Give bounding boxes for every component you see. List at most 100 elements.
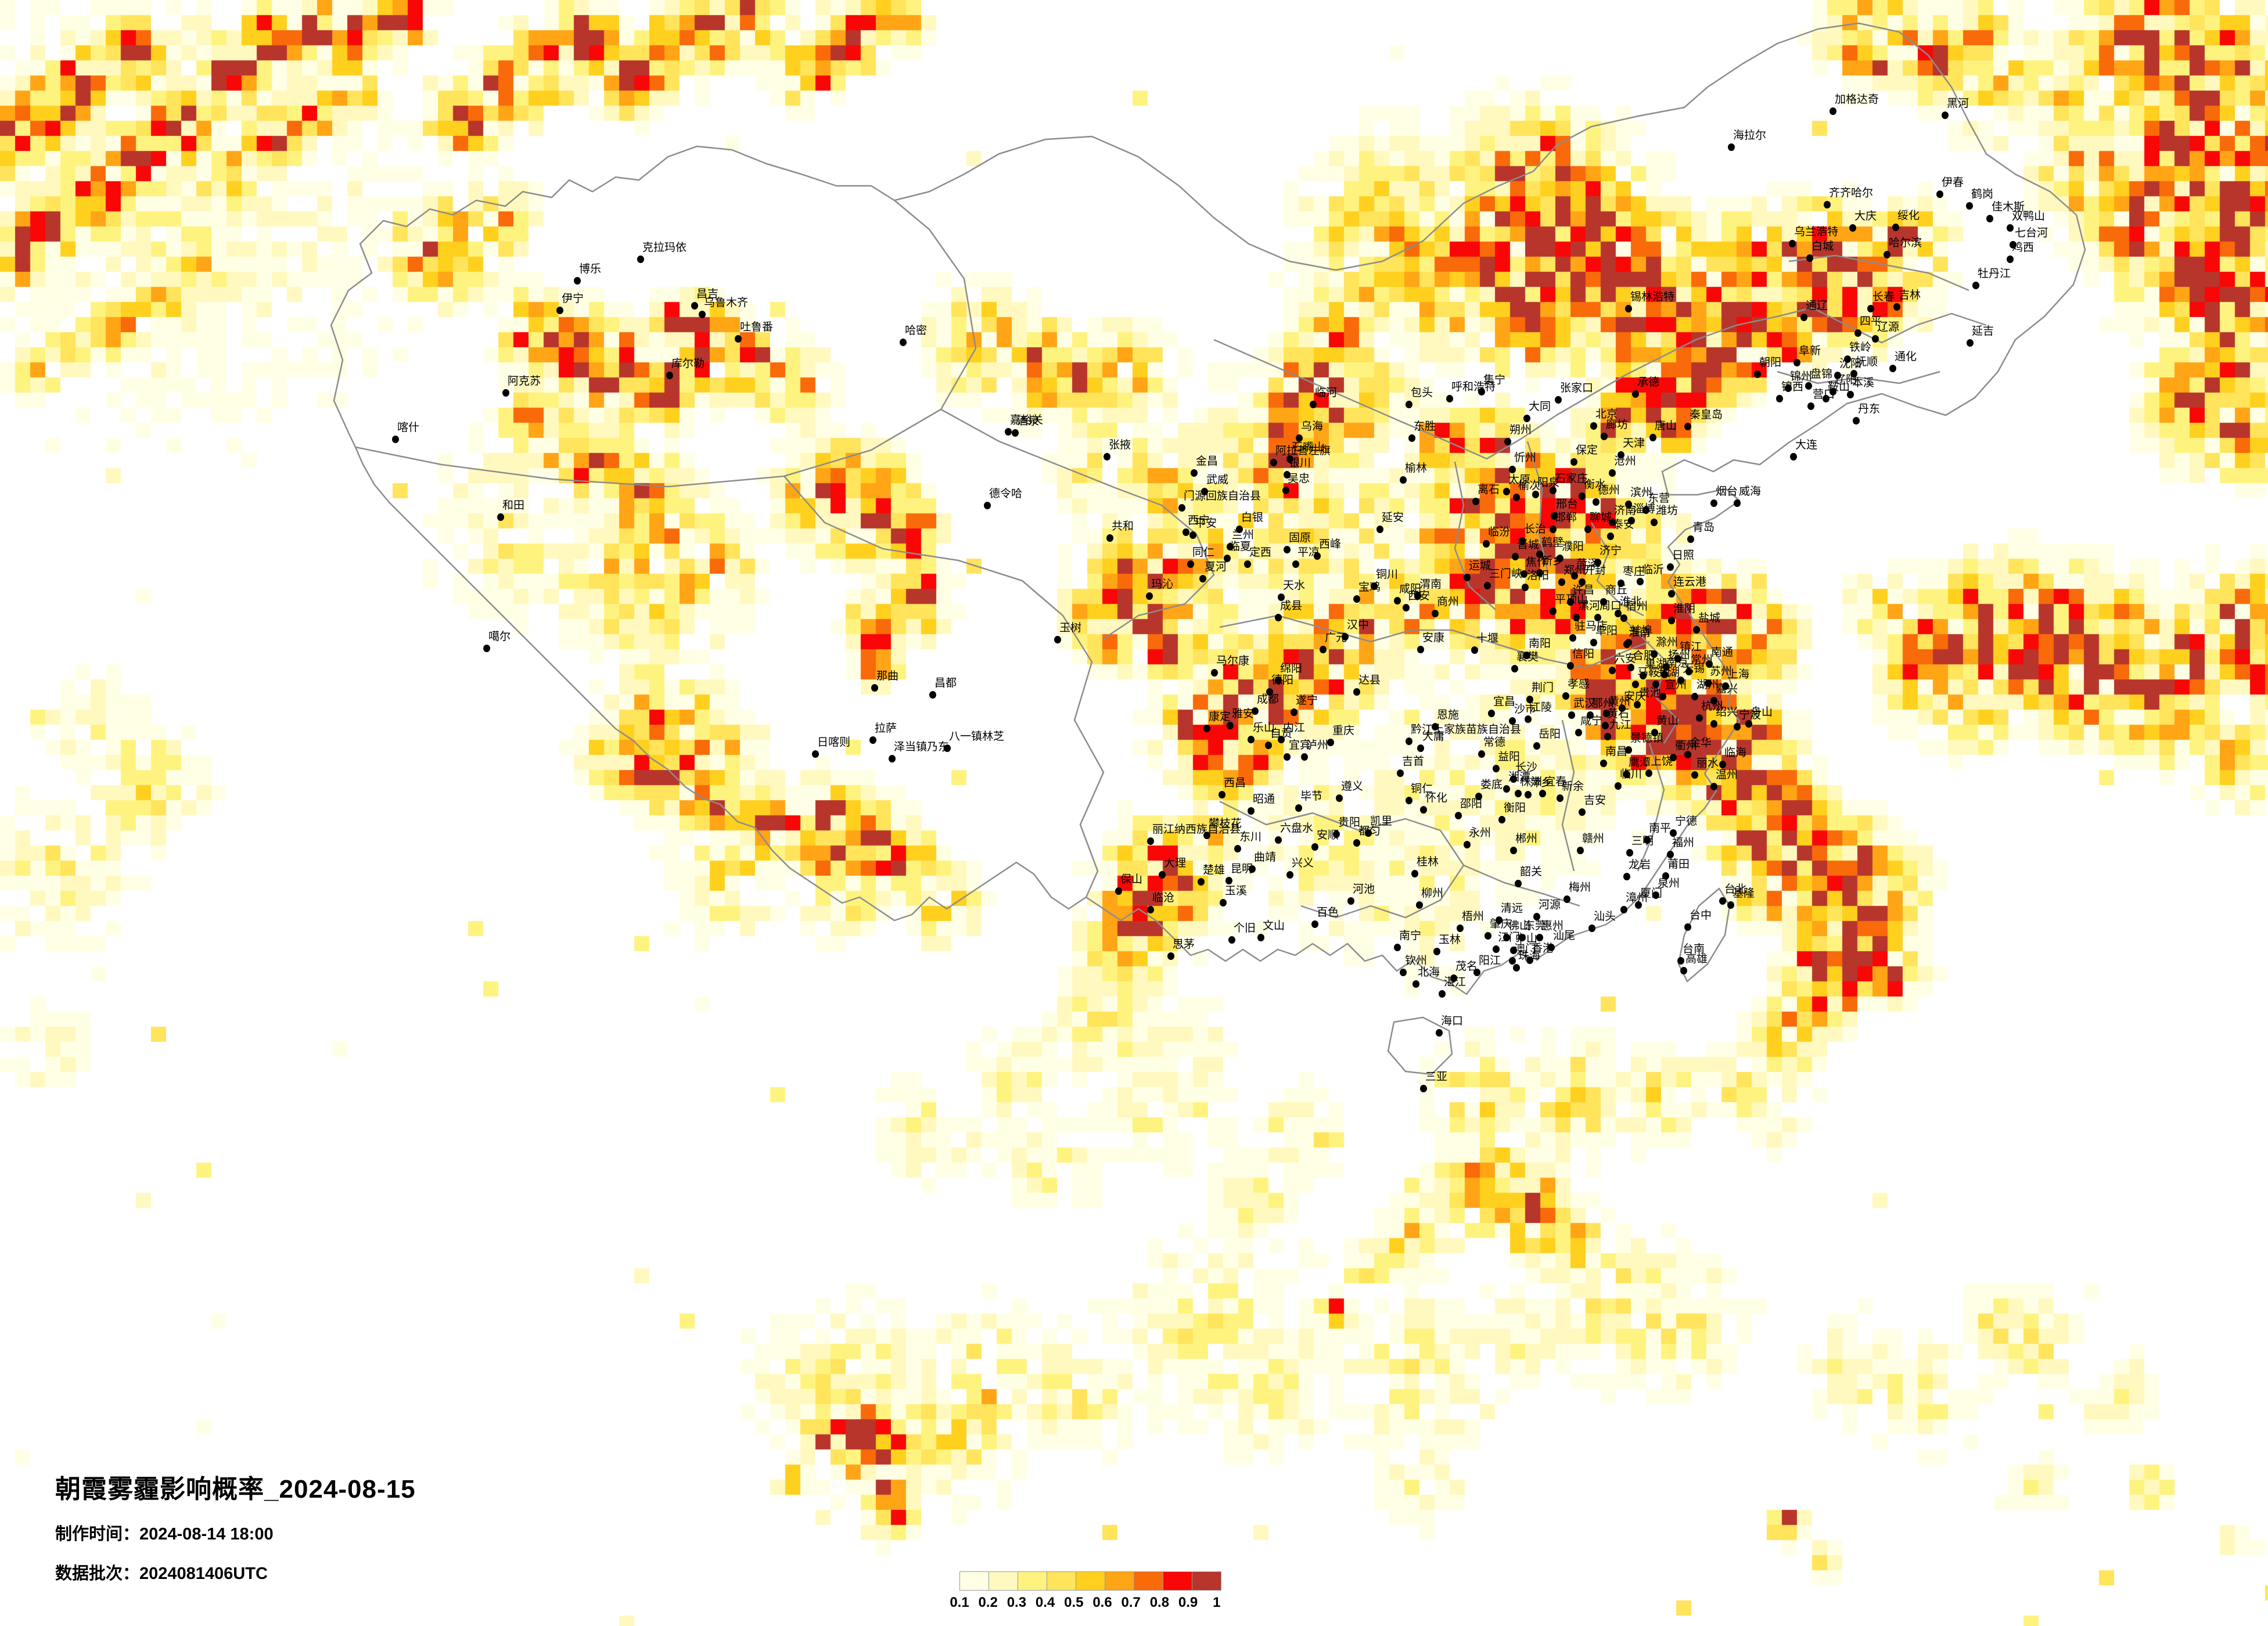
city-label: 常德 — [1483, 736, 1506, 749]
city-label: 秦皇岛 — [1690, 408, 1723, 421]
city-label: 成县 — [1280, 599, 1303, 612]
city-dot — [1942, 111, 1949, 119]
city-label: 西昌 — [1224, 776, 1246, 789]
data-batch-label: 数据批次： — [55, 1564, 140, 1583]
city-label: 临夏 — [1229, 540, 1252, 553]
city-dot — [1691, 771, 1698, 779]
city-dot — [1677, 957, 1684, 965]
city-dot — [1347, 897, 1354, 905]
city-dot — [1475, 793, 1482, 800]
city-dot — [1248, 807, 1255, 815]
city-label: 昌吉 — [696, 287, 719, 300]
city-label: 加格达奇 — [1835, 93, 1879, 106]
city-label: 滨州 — [1630, 486, 1653, 499]
province-border-7 — [1590, 522, 1644, 617]
city-label: 七台河 — [2015, 226, 2048, 239]
city-label: 大理 — [1164, 857, 1187, 869]
city-label: 张家口 — [1560, 382, 1594, 394]
city-label: 吉安 — [1584, 794, 1606, 807]
city-label: 鸡西 — [2012, 241, 2035, 254]
city-dot — [1526, 696, 1533, 703]
city-label: 毕节 — [1300, 790, 1323, 803]
city-dot — [1693, 626, 1700, 634]
city-label: 泸州 — [1306, 739, 1329, 751]
city-dot — [1457, 924, 1464, 932]
city-dot — [1228, 936, 1235, 944]
city-dot — [1248, 736, 1255, 743]
city-dot — [1333, 830, 1340, 838]
city-label: 锡林浩特 — [1630, 290, 1675, 303]
city-label: 萍乡 — [1530, 776, 1552, 789]
city-label: 宣州 — [1665, 678, 1687, 691]
city-label: 金华 — [1690, 736, 1712, 749]
city-dot — [1488, 710, 1495, 717]
city-dot — [735, 335, 742, 343]
city-dot — [1310, 401, 1317, 408]
city-dot — [1936, 190, 1943, 198]
city-dot — [1278, 736, 1285, 743]
city-dot — [1615, 610, 1622, 617]
city-dot — [1867, 305, 1874, 312]
city-label: 莆田 — [1667, 858, 1690, 870]
city-dot — [1523, 415, 1530, 422]
city-dot — [1800, 314, 1807, 321]
city-dot — [1668, 590, 1675, 598]
city-label: 临川 — [1620, 768, 1642, 780]
city-dot — [1464, 841, 1471, 848]
city-label: 齐齐哈尔 — [1829, 186, 1874, 199]
city-dot — [1191, 469, 1198, 477]
city-dot — [1734, 499, 1741, 507]
city-label: 清远 — [1501, 902, 1523, 915]
city-label: 荆门 — [1532, 681, 1554, 694]
legend-swatches — [959, 1571, 1221, 1591]
city-label: 桂林 — [1417, 855, 1439, 868]
city-dot — [1603, 710, 1610, 717]
city-dot — [1450, 974, 1457, 982]
city-label: 白城 — [1811, 240, 1834, 253]
city-dot — [1178, 504, 1185, 512]
city-dot — [1620, 614, 1627, 622]
city-label: 郑州 — [1563, 564, 1586, 577]
city-dot — [1663, 663, 1670, 671]
legend-swatch — [1047, 1571, 1076, 1591]
city-label: 辽源 — [1877, 321, 1900, 333]
city-dot — [1722, 682, 1729, 690]
city-label: 八一镇林芝 — [949, 730, 1005, 743]
city-label: 威海 — [1739, 485, 1762, 498]
city-dot — [1493, 945, 1500, 953]
city-label: 连云港 — [1673, 575, 1707, 588]
city-label: 离石 — [1478, 483, 1500, 496]
city-label: 开封 — [1584, 564, 1606, 577]
city-dot — [1311, 920, 1318, 928]
city-dot — [1515, 790, 1522, 797]
city-dot — [1464, 574, 1471, 581]
city-dot — [1432, 610, 1439, 617]
city-dot — [900, 339, 907, 346]
city-label: 六盘水 — [1280, 822, 1314, 834]
city-dot — [1625, 305, 1632, 312]
city-dot — [1651, 650, 1658, 658]
city-dot — [1625, 746, 1632, 754]
city-dot — [1632, 681, 1639, 688]
city-label: 玉树 — [1059, 621, 1082, 634]
city-dot — [1412, 980, 1419, 988]
city-dot — [1510, 947, 1517, 954]
city-dot — [1588, 924, 1595, 932]
city-label: 个旧 — [1234, 922, 1256, 934]
city-label: 那曲 — [876, 670, 899, 682]
city-label: 雅安 — [1232, 707, 1255, 720]
city-dot — [1728, 143, 1735, 151]
city-dot — [1557, 794, 1563, 802]
legend-swatch — [1134, 1571, 1163, 1591]
city-label: 长春 — [1872, 290, 1895, 303]
city-label: 淮南 — [1629, 626, 1651, 639]
city-dot — [1201, 488, 1208, 495]
city-label: 金昌 — [1196, 455, 1219, 467]
city-label: 景德镇 — [1630, 732, 1664, 744]
city-dot — [1519, 934, 1526, 941]
city-dot — [1236, 526, 1243, 533]
city-dot — [1503, 488, 1510, 495]
city-label: 宜昌 — [1493, 695, 1516, 708]
